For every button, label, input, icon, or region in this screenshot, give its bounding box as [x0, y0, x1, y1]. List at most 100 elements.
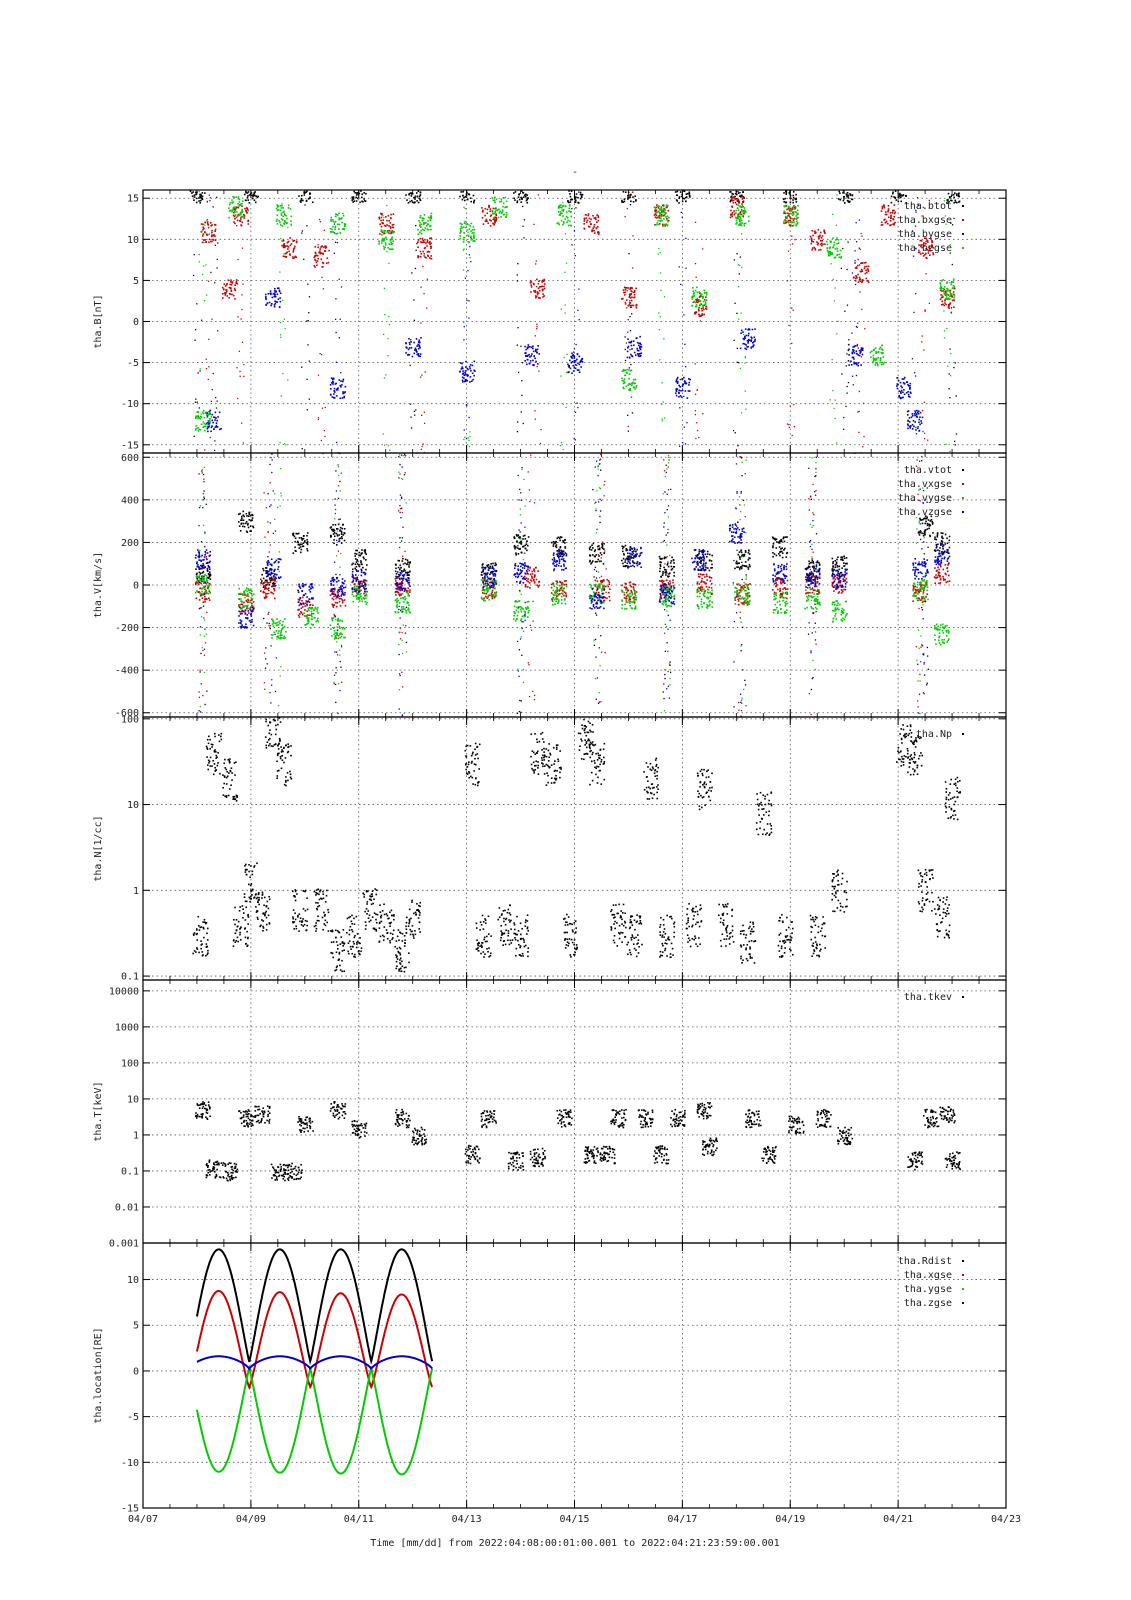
data-point — [951, 263, 953, 266]
data-point — [402, 686, 404, 688]
data-point — [902, 396, 904, 399]
data-point — [419, 237, 422, 240]
data-point — [489, 215, 492, 217]
data-point — [667, 575, 669, 578]
data-point — [341, 601, 344, 604]
data-point — [917, 412, 920, 415]
data-point — [778, 542, 781, 544]
data-point — [815, 475, 817, 477]
data-point — [501, 209, 504, 211]
data-point — [319, 248, 322, 250]
data-point — [282, 207, 284, 209]
data-point — [630, 293, 633, 295]
data-point — [735, 560, 738, 563]
data-point — [926, 646, 929, 649]
data-point — [287, 248, 289, 250]
data-point — [942, 290, 944, 292]
data-point — [796, 213, 798, 216]
data-point — [304, 204, 306, 206]
data-point — [543, 295, 546, 297]
data-point — [253, 192, 256, 195]
data-point — [422, 241, 425, 243]
data-point — [294, 549, 297, 552]
data-point — [250, 530, 252, 532]
data-point — [633, 293, 636, 296]
data-point — [266, 579, 268, 582]
data-point — [738, 201, 740, 204]
data-point — [202, 426, 205, 428]
data-point — [269, 505, 271, 508]
data-point — [781, 550, 783, 553]
data-point — [578, 371, 581, 373]
data-point — [295, 256, 298, 259]
data-point — [914, 421, 917, 423]
data-point — [530, 355, 533, 357]
data-point — [595, 227, 598, 230]
data-point — [333, 393, 335, 395]
data-point — [332, 381, 334, 384]
data-point — [683, 395, 685, 398]
data-point — [382, 240, 384, 242]
data-point — [573, 437, 575, 440]
data-point — [823, 229, 825, 232]
data-point — [333, 535, 336, 538]
data-point — [316, 260, 319, 262]
data-point — [735, 562, 737, 564]
data-point — [907, 420, 909, 422]
data-point — [338, 600, 341, 603]
data-point — [419, 250, 422, 253]
data-point — [237, 258, 239, 261]
data-point — [560, 553, 563, 555]
data-point — [621, 547, 624, 550]
data-point — [954, 199, 957, 202]
data-point — [924, 517, 926, 519]
data-point — [658, 312, 660, 314]
data-point — [195, 427, 197, 430]
data-point — [943, 200, 945, 202]
data-point — [262, 567, 264, 570]
data-point — [580, 366, 582, 368]
data-point — [834, 399, 836, 401]
data-point — [500, 198, 503, 201]
data-point — [236, 219, 239, 222]
data-point — [623, 378, 626, 380]
legend-marker — [962, 219, 964, 221]
data-point — [842, 199, 845, 202]
data-point — [812, 576, 814, 578]
data-point — [913, 372, 916, 374]
data-point — [789, 217, 792, 220]
data-point — [877, 356, 880, 359]
data-point — [944, 299, 946, 301]
data-point — [843, 565, 845, 567]
data-point — [465, 404, 468, 406]
data-point — [196, 572, 198, 575]
data-point — [273, 589, 276, 592]
data-point — [747, 559, 750, 561]
data-point — [468, 365, 471, 368]
data-point — [543, 278, 546, 281]
data-point — [940, 544, 942, 547]
data-point — [408, 347, 411, 349]
data-point — [772, 546, 774, 549]
data-point — [306, 532, 309, 534]
data-point — [249, 193, 252, 195]
data-point — [873, 358, 876, 361]
data-point — [555, 540, 557, 543]
data-point — [426, 239, 429, 242]
data-point — [814, 639, 817, 641]
data-point — [314, 252, 317, 255]
data-point — [658, 217, 661, 219]
data-point — [637, 354, 640, 357]
data-point — [552, 540, 555, 543]
data-point — [741, 198, 744, 200]
data-point — [928, 247, 931, 250]
data-point — [778, 546, 781, 548]
data-point — [836, 250, 839, 252]
data-point — [654, 223, 656, 226]
data-point — [626, 207, 628, 210]
data-point — [213, 282, 216, 284]
data-point — [340, 533, 343, 535]
data-point — [836, 253, 839, 256]
data-point — [796, 222, 799, 224]
data-point — [486, 564, 488, 567]
